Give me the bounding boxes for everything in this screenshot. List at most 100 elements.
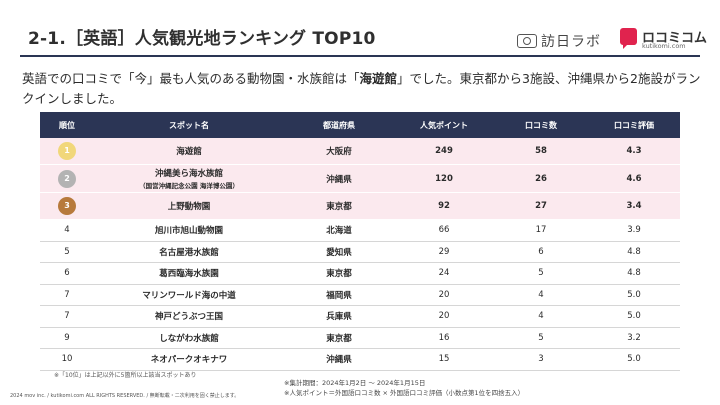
rating-cell: 4.8 [588, 241, 680, 263]
spot-subname: （国営沖縄記念公園 海洋博公園） [139, 182, 239, 190]
table-row: 1 海遊館 大阪府 249 58 4.3 [40, 138, 680, 165]
lead-part2: 」でした。東京都から3施設、沖縄県から2施設がランクインしました。 [22, 71, 701, 106]
points-cell: 24 [394, 262, 494, 285]
points-cell: 249 [394, 138, 494, 165]
points-cell: 29 [394, 241, 494, 263]
review-count-cell: 26 [494, 164, 588, 193]
table-row: 10 ネオパークオキナワ 沖縄県 15 3 5.0 [40, 348, 680, 371]
prefecture-cell: 東京都 [284, 262, 394, 285]
rank-cell: 9 [40, 327, 94, 349]
prefecture-cell: 兵庫県 [284, 305, 394, 328]
spot-cell: 旭川市旭山動物園 [94, 219, 284, 242]
speech-bubble-icon [620, 28, 637, 49]
prefecture-cell: 北海道 [284, 219, 394, 242]
rating-cell: 4.3 [588, 138, 680, 165]
spot-cell: 葛西臨海水族園 [94, 262, 284, 285]
points-cell: 120 [394, 164, 494, 193]
spot-name: 沖縄美ら海水族館 [154, 169, 223, 179]
prefecture-cell: 東京都 [284, 327, 394, 349]
table-row: 4 旭川市旭山動物園 北海道 66 17 3.9 [40, 219, 680, 242]
review-count-cell: 3 [494, 348, 588, 371]
prefecture-cell: 福岡県 [284, 284, 394, 306]
copyright-text: 2024 mov inc. / kutikomi.com ALL RIGHTS … [10, 393, 240, 399]
rating-cell: 3.2 [588, 327, 680, 349]
lead-text: 英語での口コミで「今」最も人気のある動物園・水族館は「海遊館」でした。東京都から… [22, 69, 712, 109]
col-header-spot: スポット名 [94, 112, 284, 138]
spot-cell: ネオパークオキナワ [94, 348, 284, 371]
prefecture-cell: 大阪府 [284, 138, 394, 165]
points-cell: 20 [394, 284, 494, 306]
rank-cell: 4 [40, 219, 94, 242]
col-header-prefecture: 都道府県 [284, 112, 394, 138]
method-footnote: ※集計期間：2024年1月2日 ～ 2024年1月15日 ※人気ポイント＝外国語… [284, 378, 524, 398]
points-cell: 15 [394, 348, 494, 371]
prefecture-cell: 東京都 [284, 192, 394, 220]
table-row: 3 上野動物園 東京都 92 27 3.4 [40, 192, 680, 220]
points-cell: 20 [394, 305, 494, 328]
table-row: 9 しながわ水族館 東京都 16 5 3.2 [40, 327, 680, 349]
col-header-review-count: 口コミ数 [494, 112, 588, 138]
rank-cell: 5 [40, 241, 94, 263]
rating-cell: 4.8 [588, 262, 680, 285]
rank-cell: 7 [40, 284, 94, 306]
bronze-medal-icon: 3 [58, 197, 76, 215]
spot-cell: 沖縄美ら海水族館 （国営沖縄記念公園 海洋博公園） [94, 164, 284, 193]
rating-cell: 5.0 [588, 284, 680, 306]
points-cell: 92 [394, 192, 494, 220]
title-divider [20, 55, 700, 57]
rank-cell: 7 [40, 305, 94, 328]
points-cell: 66 [394, 219, 494, 242]
table-header-row: 順位 スポット名 都道府県 人気ポイント 口コミ数 口コミ評価 [40, 112, 680, 138]
table-row: 6 葛西臨海水族園 東京都 24 5 4.8 [40, 262, 680, 285]
kutikomi-logo-url: kutikomi.com [642, 42, 686, 50]
period-note: ※集計期間：2024年1月2日 ～ 2024年1月15日 [284, 379, 426, 387]
rating-cell: 3.4 [588, 192, 680, 220]
rank-cell: 2 [40, 164, 94, 193]
review-count-cell: 58 [494, 138, 588, 165]
rank-cell: 3 [40, 192, 94, 220]
gold-medal-icon: 1 [58, 142, 76, 160]
spot-cell: しながわ水族館 [94, 327, 284, 349]
spot-cell: 神戸どうぶつ王国 [94, 305, 284, 328]
rank-footnote: ※「10位」は上記以外に5箇所以上該当スポットあり [54, 372, 197, 379]
table-row: 7 神戸どうぶつ王国 兵庫県 20 4 5.0 [40, 305, 680, 328]
honichi-lab-logo-text: 訪日ラボ [541, 34, 601, 50]
lead-part1: 英語での口コミで「今」最も人気のある動物園・水族館は「 [22, 71, 360, 86]
table-row: 5 名古屋港水族館 愛知県 29 6 4.8 [40, 241, 680, 263]
spot-cell: 名古屋港水族館 [94, 241, 284, 263]
table-row: 7 マリンワールド海の中道 福岡県 20 4 5.0 [40, 284, 680, 306]
lead-highlight: 海遊館 [359, 71, 398, 86]
rating-cell: 3.9 [588, 219, 680, 242]
review-count-cell: 17 [494, 219, 588, 242]
col-header-rating: 口コミ評価 [588, 112, 680, 138]
rating-cell: 5.0 [588, 348, 680, 371]
silver-medal-icon: 2 [58, 169, 76, 188]
rank-cell: 6 [40, 262, 94, 285]
points-formula-note: ※人気ポイント＝外国語口コミ数 × 外国語口コミ評価（小数点第1位を四捨五入） [284, 389, 525, 397]
col-header-points: 人気ポイント [394, 112, 494, 138]
table-row: 2 沖縄美ら海水族館 （国営沖縄記念公園 海洋博公園） 沖縄県 120 26 4.… [40, 164, 680, 193]
review-count-cell: 4 [494, 284, 588, 306]
spot-cell: 海遊館 [94, 138, 284, 165]
spot-cell: マリンワールド海の中道 [94, 284, 284, 306]
rating-cell: 5.0 [588, 305, 680, 328]
rank-cell: 10 [40, 348, 94, 371]
points-cell: 16 [394, 327, 494, 349]
rank-cell: 1 [40, 138, 94, 165]
prefecture-cell: 沖縄県 [284, 164, 394, 193]
review-count-cell: 27 [494, 192, 588, 220]
prefecture-cell: 沖縄県 [284, 348, 394, 371]
col-header-rank: 順位 [40, 112, 94, 138]
review-count-cell: 5 [494, 327, 588, 349]
rating-cell: 4.6 [588, 164, 680, 193]
review-count-cell: 5 [494, 262, 588, 285]
camera-icon [517, 34, 537, 48]
slide-title: 2-1.［英語］人気観光地ランキング TOP10 [28, 29, 376, 49]
spot-cell: 上野動物園 [94, 192, 284, 220]
ranking-table: 順位 スポット名 都道府県 人気ポイント 口コミ数 口コミ評価 1 海遊館 大阪… [40, 112, 680, 371]
honichi-lab-logo: 訪日ラボ [517, 31, 601, 51]
kutikomi-logo-name: ロコミコム [642, 31, 708, 46]
slide-header: 2-1.［英語］人気観光地ランキング TOP10 訪日ラボ ロコミコム kuti… [0, 0, 720, 58]
review-count-cell: 4 [494, 305, 588, 328]
prefecture-cell: 愛知県 [284, 241, 394, 263]
